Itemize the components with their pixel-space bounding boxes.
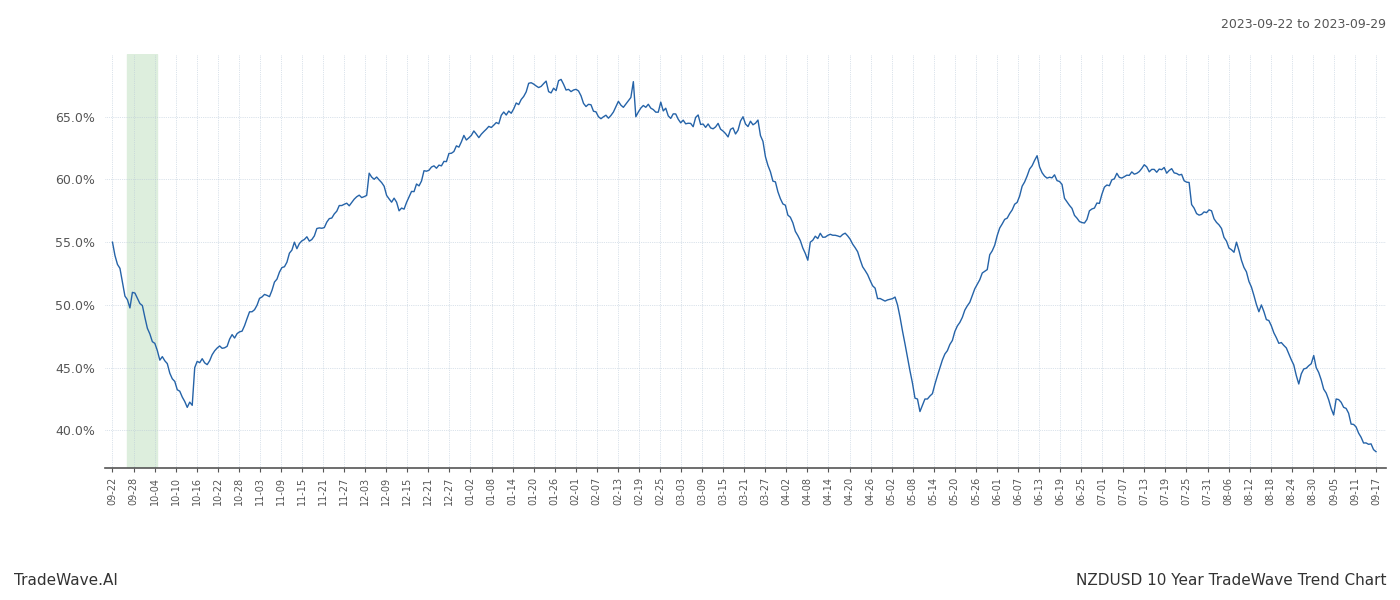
Text: NZDUSD 10 Year TradeWave Trend Chart: NZDUSD 10 Year TradeWave Trend Chart xyxy=(1075,573,1386,588)
Text: 2023-09-22 to 2023-09-29: 2023-09-22 to 2023-09-29 xyxy=(1221,18,1386,31)
Bar xyxy=(127,54,157,468)
Text: TradeWave.AI: TradeWave.AI xyxy=(14,573,118,588)
